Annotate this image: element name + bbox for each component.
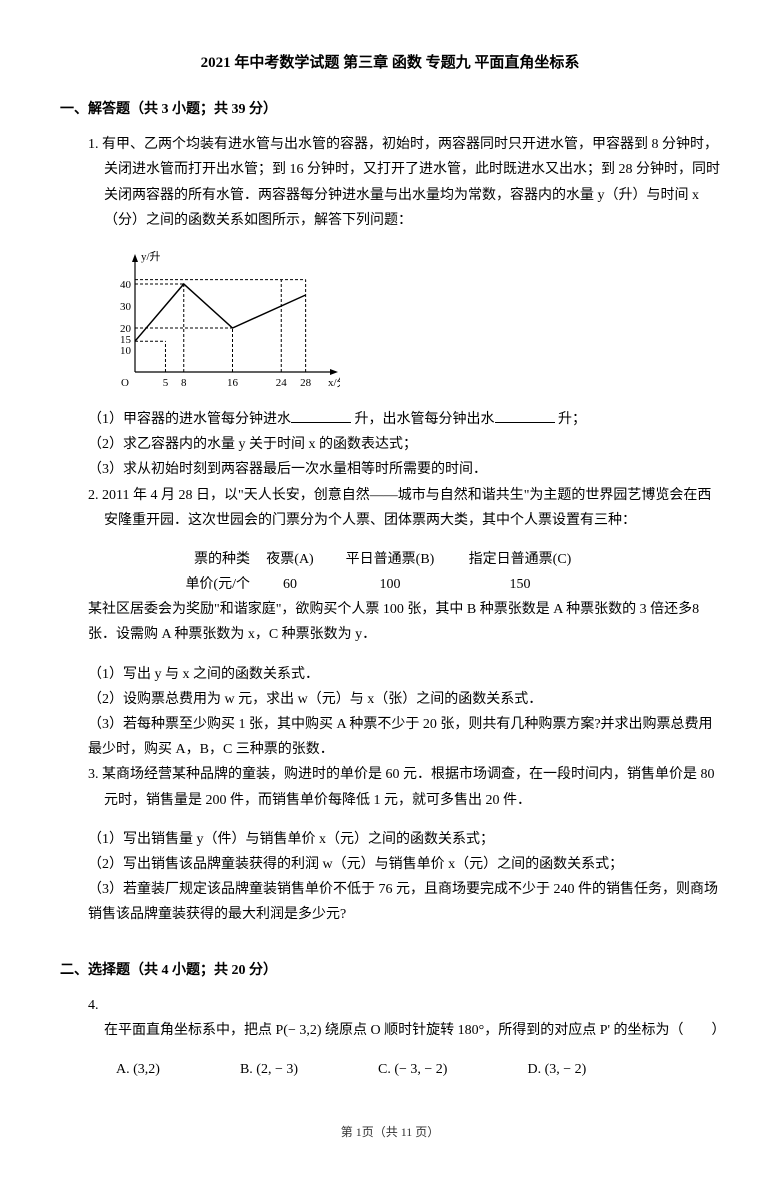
q4-options: A. (3,2) B. (2, − 3) C. (− 3, − 2) D. (3… [116,1057,720,1082]
svg-text:28: 28 [300,377,312,389]
q4-text: 在平面直角坐标系中，把点 P(− 3,2) 绕原点 O 顺时针旋转 180°，所… [104,1023,726,1038]
blank-1 [291,408,351,423]
th2: 夜票(A) [250,547,330,572]
q1-sub2: （2）求乙容器内的水量 y 关于时间 x 的函数表达式； [88,432,720,457]
blank-2 [495,408,555,423]
q3-sub3: （3）若童装厂规定该品牌童装销售单价不低于 76 元，且商场要完成不少于 240… [88,877,720,927]
q1-sub1: （1）甲容器的进水管每分钟进水 升，出水管每分钟出水 升； [88,407,720,432]
th1: 票的种类 [160,547,250,572]
svg-text:10: 10 [120,345,132,357]
section-2-header: 二、选择题（共 4 小题；共 20 分） [60,958,720,983]
svg-text:30: 30 [120,301,132,313]
page-title: 2021 年中考数学试题 第三章 函数 专题九 平面直角坐标系 [60,50,720,77]
svg-text:16: 16 [227,377,239,389]
question-1: 1. 有甲、乙两个均装有进水管与出水管的容器，初始时，两容器同时只开进水管，甲容… [88,132,720,233]
question-3: 3. 某商场经营某种品牌的童装，购进时的单价是 60 元．根据市场调查，在一段时… [88,762,720,812]
q4-opt-d: D. (3, − 2) [527,1057,586,1082]
tv1: 60 [250,572,330,597]
th4: 指定日普通票(C) [450,547,590,572]
q2-text: 2011 年 4 月 28 日，以"天人长安，创意自然——城市与自然和谐共生"为… [102,488,711,528]
question-4: 4. 在平面直角坐标系中，把点 P(− 3,2) 绕原点 O 顺时针旋转 180… [88,993,720,1043]
q2-sub2: （2）设购票总费用为 w 元，求出 w（元）与 x（张）之间的函数关系式． [88,687,720,712]
svg-text:20: 20 [120,323,132,335]
q4-num: 4. [88,998,99,1013]
q4-opt-c: C. (− 3, − 2) [378,1057,447,1082]
svg-text:x/分: x/分 [328,376,340,389]
q1-sub1-c: 升； [555,412,587,427]
tv3: 150 [450,572,590,597]
q2-table: 票的种类 夜票(A) 平日普通票(B) 指定日普通票(C) 单价(元/个 60 … [160,547,720,597]
q1-num: 1. [88,137,99,152]
q4-opt-b: B. (2, − 3) [240,1057,298,1082]
q2-sub1: （1）写出 y 与 x 之间的函数关系式． [88,662,720,687]
q1-chart: 101520 30 40 58 16 24 28 Oy/升 x/分 [100,247,720,397]
page-footer: 第 1页（共 11 页） [60,1122,720,1144]
q3-sub1: （1）写出销售量 y（件）与销售单价 x（元）之间的函数关系式； [88,827,720,852]
q2-text2: 某社区居委会为奖励"和谐家庭"，欲购买个人票 100 张，其中 B 种票张数是 … [88,597,720,647]
q2-num: 2. [88,488,99,503]
section-1-header: 一、解答题（共 3 小题；共 39 分） [60,97,720,122]
tv2: 100 [330,572,450,597]
q1-sub3: （3）求从初始时刻到两容器最后一次水量相等时所需要的时间． [88,457,720,482]
svg-text:y/升: y/升 [141,250,161,263]
q3-sub2: （2）写出销售该品牌童装获得的利润 w（元）与销售单价 x（元）之间的函数关系式… [88,852,720,877]
q4-opt-a: A. (3,2) [116,1057,160,1082]
svg-text:8: 8 [181,377,187,389]
svg-text:24: 24 [276,377,288,389]
q1-text: 有甲、乙两个均装有进水管与出水管的容器，初始时，两容器同时只开进水管，甲容器到 … [102,137,720,228]
svg-text:5: 5 [163,377,169,389]
question-2: 2. 2011 年 4 月 28 日，以"天人长安，创意自然——城市与自然和谐共… [88,483,720,533]
svg-text:40: 40 [120,279,132,291]
q3-text: 某商场经营某种品牌的童装，购进时的单价是 60 元．根据市场调查，在一段时间内，… [102,767,715,807]
q1-sub1-a: （1）甲容器的进水管每分钟进水 [88,412,291,427]
q1-sub1-b: 升，出水管每分钟出水 [351,412,495,427]
q3-num: 3. [88,767,99,782]
svg-text:O: O [121,377,129,389]
q2-sub3: （3）若每种票至少购买 1 张，其中购买 A 种票不少于 20 张，则共有几种购… [88,712,720,762]
th3: 平日普通票(B) [330,547,450,572]
svg-text:15: 15 [120,334,132,346]
tr1: 单价(元/个 [160,572,250,597]
